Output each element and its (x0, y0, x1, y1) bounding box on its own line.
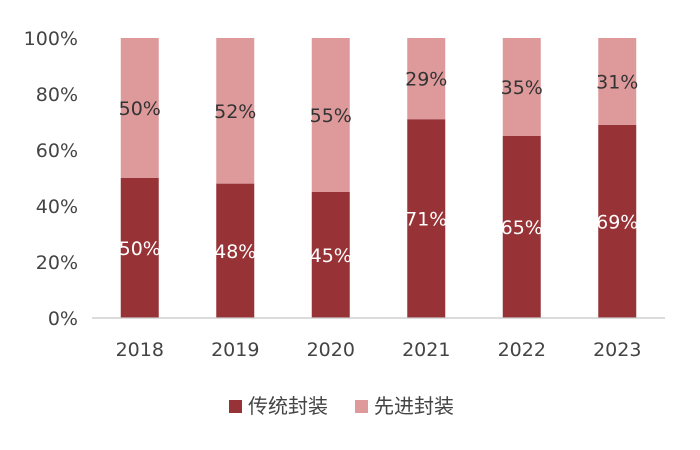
x-tick-label: 2021 (402, 339, 450, 361)
bar-segment-advanced (407, 38, 446, 120)
bar-segment-traditional (216, 183, 255, 318)
data-label: 50% (119, 238, 161, 260)
data-label: 50% (119, 98, 161, 120)
y-tick-label: 80% (36, 84, 78, 106)
x-tick-label: 2020 (307, 339, 355, 361)
data-label: 52% (214, 101, 256, 123)
data-label: 55% (310, 105, 352, 127)
bar-segment-traditional (407, 119, 446, 318)
legend-swatch-traditional (229, 400, 242, 413)
data-label: 48% (214, 241, 256, 263)
legend: 传统封装 先进封装 (229, 394, 454, 418)
bar-segment-advanced (216, 38, 255, 184)
bar-group: 48% 52% (214, 38, 256, 318)
data-label: 65% (501, 217, 543, 239)
y-tick-label: 100% (24, 28, 78, 50)
y-tick-label: 20% (36, 252, 78, 274)
bar-group: 71% 29% (405, 38, 447, 318)
bar-segment-advanced (598, 38, 637, 125)
bar-group: 69% 31% (596, 38, 638, 318)
bar-segment-traditional (120, 178, 159, 318)
bar-groups: 50% 50% 48% 52% 45% 55% 71% 29% 65% 35% 69% 31% (119, 38, 638, 318)
data-label: 29% (405, 69, 447, 91)
data-label: 31% (596, 71, 638, 93)
bar-segment-traditional (598, 124, 637, 318)
y-tick-label: 0% (48, 308, 78, 330)
x-tick-label: 2022 (498, 339, 546, 361)
bar-group: 45% 55% (310, 38, 352, 318)
bar-group: 50% 50% (119, 38, 161, 318)
data-label: 69% (596, 211, 638, 233)
x-tick-label: 2023 (593, 339, 641, 361)
data-label: 71% (405, 209, 447, 231)
bar-segment-traditional (502, 136, 541, 318)
x-tick-label: 2019 (211, 339, 259, 361)
y-tick-label: 40% (36, 196, 78, 218)
y-tick-label: 60% (36, 140, 78, 162)
legend-label: 先进封装 (374, 394, 454, 418)
bar-segment-advanced (502, 38, 541, 136)
bar-group: 65% 35% (501, 38, 543, 318)
legend-label: 传统封装 (248, 394, 328, 418)
legend-swatch-advanced (355, 400, 368, 413)
bar-segment-advanced (311, 38, 350, 192)
bar-segment-advanced (120, 38, 159, 178)
data-label: 35% (501, 77, 543, 99)
bar-segment-traditional (311, 192, 350, 318)
x-tick-label: 2018 (116, 339, 164, 361)
y-axis-ticks: 0% 20% 40% 60% 80% 100% (24, 28, 78, 330)
data-label: 45% (310, 245, 352, 267)
x-axis-ticks: 2018 2019 2020 2021 2022 2023 (116, 339, 642, 361)
